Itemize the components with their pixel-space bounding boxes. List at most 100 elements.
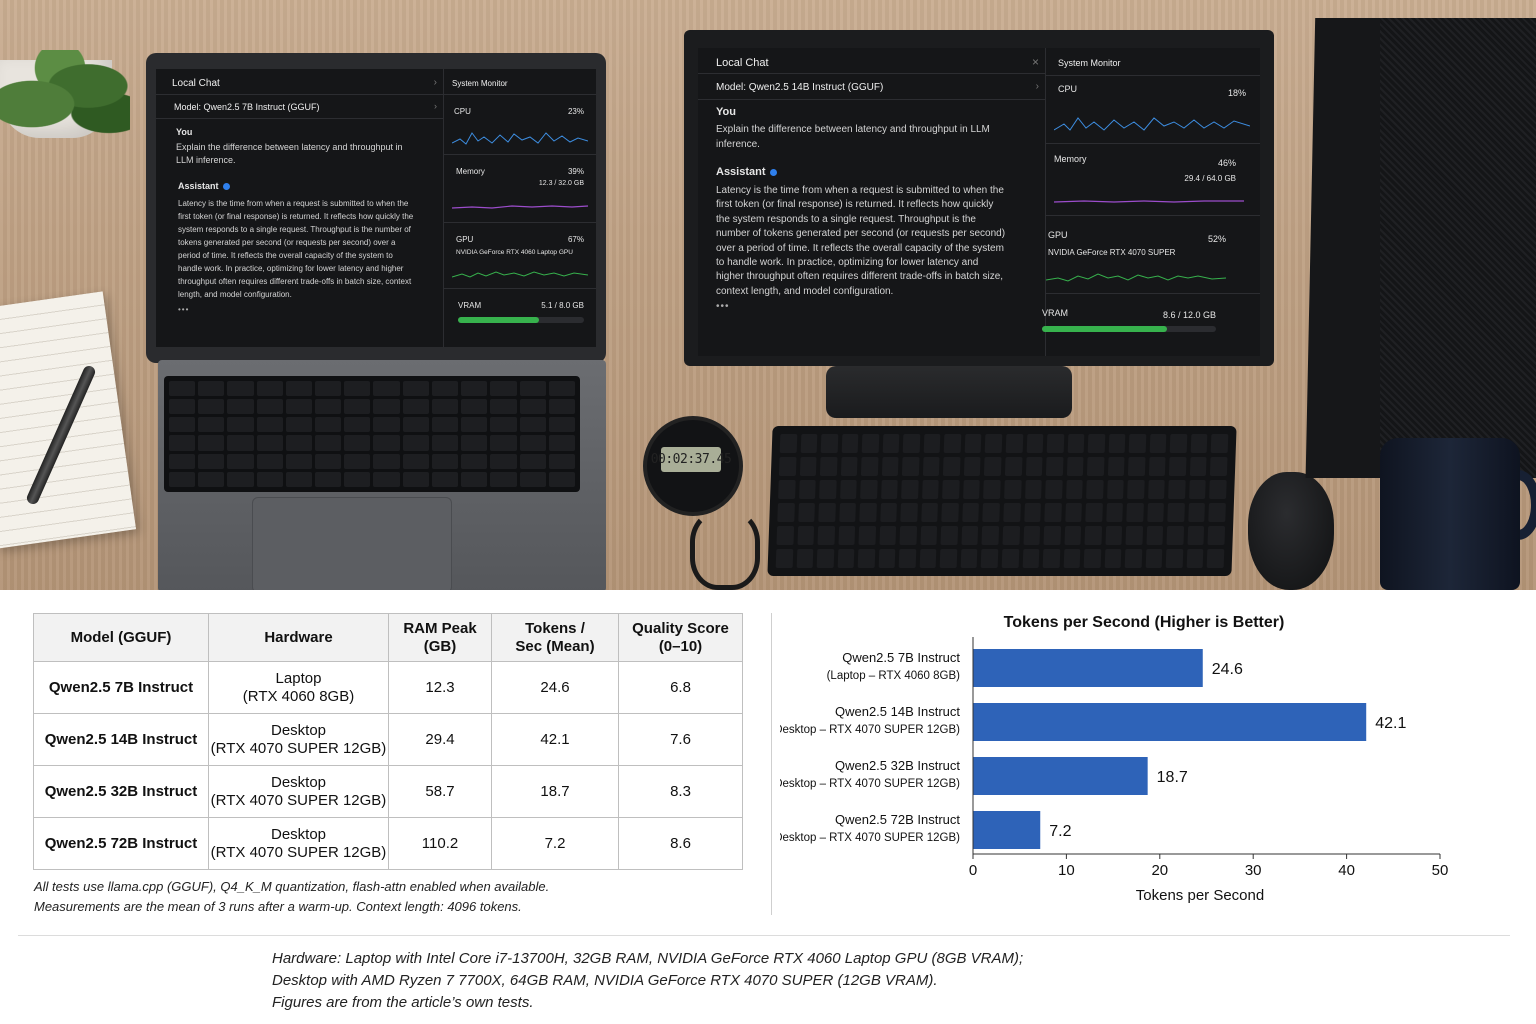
key[interactable] bbox=[882, 434, 900, 453]
key[interactable] bbox=[1004, 457, 1023, 476]
key[interactable] bbox=[898, 549, 917, 568]
key[interactable] bbox=[1105, 526, 1123, 545]
key[interactable] bbox=[315, 471, 342, 487]
key[interactable] bbox=[902, 457, 920, 476]
key[interactable] bbox=[1086, 480, 1104, 499]
key[interactable] bbox=[1147, 480, 1166, 499]
key[interactable] bbox=[344, 471, 371, 487]
key[interactable] bbox=[1083, 549, 1102, 568]
key[interactable] bbox=[841, 434, 859, 453]
key[interactable] bbox=[402, 417, 429, 433]
key[interactable] bbox=[344, 417, 371, 433]
laptop-model-selector[interactable]: Model: Qwen2.5 7B Instruct (GGUF) › bbox=[156, 95, 443, 119]
key[interactable] bbox=[1004, 480, 1022, 499]
key[interactable] bbox=[285, 417, 313, 433]
key[interactable] bbox=[373, 471, 400, 487]
key[interactable] bbox=[519, 435, 546, 451]
desktop-model-selector[interactable]: Model: Qwen2.5 14B Instruct (GGUF) › bbox=[698, 74, 1045, 100]
key[interactable] bbox=[981, 526, 1000, 545]
key[interactable] bbox=[796, 549, 814, 568]
key[interactable] bbox=[285, 399, 313, 415]
key[interactable] bbox=[1067, 434, 1085, 453]
key[interactable] bbox=[1085, 503, 1103, 522]
key[interactable] bbox=[1188, 503, 1206, 522]
key[interactable] bbox=[940, 549, 958, 568]
key[interactable] bbox=[1148, 457, 1166, 476]
key[interactable] bbox=[490, 435, 517, 451]
key[interactable] bbox=[227, 471, 254, 487]
key[interactable] bbox=[461, 417, 488, 433]
key[interactable] bbox=[402, 453, 429, 469]
key[interactable] bbox=[431, 399, 459, 415]
key[interactable] bbox=[798, 480, 816, 499]
key[interactable] bbox=[256, 471, 283, 487]
key[interactable] bbox=[1105, 503, 1124, 522]
key[interactable] bbox=[840, 457, 858, 476]
laptop-keyboard[interactable] bbox=[164, 376, 580, 492]
key[interactable] bbox=[315, 453, 342, 469]
key[interactable] bbox=[461, 399, 488, 415]
key[interactable] bbox=[344, 453, 371, 469]
key[interactable] bbox=[169, 453, 196, 469]
key[interactable] bbox=[899, 526, 917, 545]
key[interactable] bbox=[800, 434, 818, 453]
key[interactable] bbox=[519, 453, 546, 469]
key[interactable] bbox=[315, 417, 342, 433]
key[interactable] bbox=[402, 471, 429, 487]
key[interactable] bbox=[1043, 526, 1061, 545]
key[interactable] bbox=[1063, 549, 1081, 568]
key[interactable] bbox=[1087, 457, 1105, 476]
key[interactable] bbox=[256, 453, 283, 469]
key[interactable] bbox=[519, 399, 546, 415]
key[interactable] bbox=[373, 381, 400, 397]
key[interactable] bbox=[256, 435, 283, 451]
key[interactable] bbox=[169, 381, 196, 397]
key[interactable] bbox=[858, 526, 876, 545]
key[interactable] bbox=[285, 471, 313, 487]
key[interactable] bbox=[962, 503, 980, 522]
key[interactable] bbox=[1147, 503, 1165, 522]
key[interactable] bbox=[431, 471, 459, 487]
key[interactable] bbox=[1128, 434, 1147, 453]
key[interactable] bbox=[799, 457, 817, 476]
key[interactable] bbox=[344, 399, 371, 415]
key[interactable] bbox=[837, 549, 855, 568]
key[interactable] bbox=[1127, 480, 1145, 499]
key[interactable] bbox=[777, 503, 795, 522]
key[interactable] bbox=[490, 399, 517, 415]
key[interactable] bbox=[519, 417, 546, 433]
key[interactable] bbox=[962, 480, 981, 499]
key[interactable] bbox=[796, 526, 815, 545]
key[interactable] bbox=[779, 434, 797, 453]
key[interactable] bbox=[548, 399, 575, 415]
key[interactable] bbox=[942, 480, 960, 499]
key[interactable] bbox=[1208, 503, 1226, 522]
key[interactable] bbox=[775, 549, 793, 568]
key[interactable] bbox=[1170, 434, 1188, 453]
key[interactable] bbox=[819, 457, 838, 476]
key[interactable] bbox=[1124, 549, 1143, 568]
key[interactable] bbox=[961, 526, 979, 545]
key[interactable] bbox=[860, 480, 878, 499]
key[interactable] bbox=[902, 434, 921, 453]
key[interactable] bbox=[1065, 480, 1083, 499]
key[interactable] bbox=[227, 435, 254, 451]
key[interactable] bbox=[900, 503, 918, 522]
key[interactable] bbox=[1108, 434, 1126, 453]
close-icon[interactable]: × bbox=[1031, 55, 1039, 69]
key[interactable] bbox=[921, 480, 940, 499]
key[interactable] bbox=[880, 480, 898, 499]
key[interactable] bbox=[923, 434, 941, 453]
key[interactable] bbox=[818, 503, 836, 522]
key[interactable] bbox=[227, 399, 254, 415]
key[interactable] bbox=[1126, 503, 1144, 522]
key[interactable] bbox=[490, 417, 517, 433]
key[interactable] bbox=[373, 417, 400, 433]
key[interactable] bbox=[373, 399, 400, 415]
key[interactable] bbox=[169, 417, 196, 433]
key[interactable] bbox=[1022, 526, 1041, 545]
key[interactable] bbox=[776, 526, 794, 545]
key[interactable] bbox=[920, 526, 938, 545]
key[interactable] bbox=[859, 503, 877, 522]
key[interactable] bbox=[548, 453, 575, 469]
